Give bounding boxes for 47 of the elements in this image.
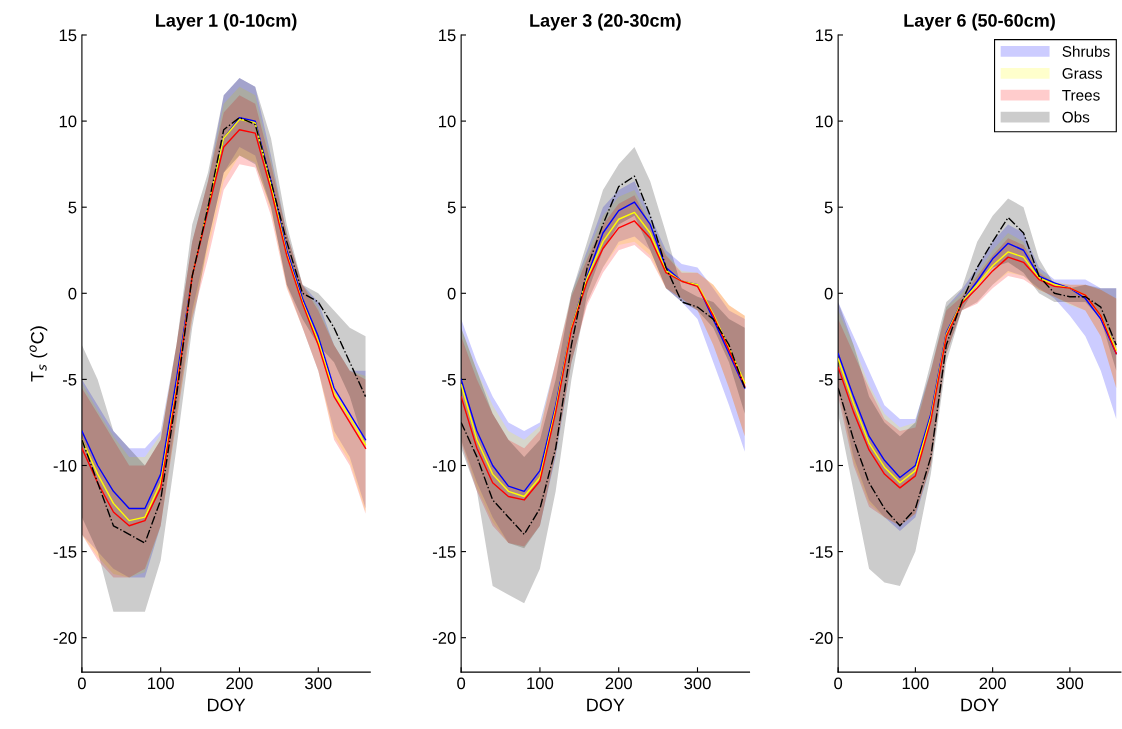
x-tick-label: 200 [979, 677, 1006, 690]
x-tick-label: 300 [1056, 677, 1084, 690]
y-tick-label: -20 [432, 632, 456, 644]
x-tick-label: 100 [902, 677, 929, 690]
x-tick-label: 300 [304, 677, 332, 690]
y-tick-label: -10 [53, 459, 77, 472]
y-tick-label: 5 [824, 201, 833, 214]
y-tick-label: 15 [59, 29, 77, 42]
x-tick-label: 100 [527, 677, 554, 690]
y-tick-label: 10 [816, 115, 833, 128]
y-tick-label: -15 [53, 546, 77, 558]
chart-title: Layer 3 (20-30cm) [530, 13, 681, 31]
y-tick-label: -5 [62, 373, 77, 386]
x-axis-title: DOY [208, 698, 246, 712]
chart-title: Layer 6 (50-60cm) [904, 13, 1055, 31]
legend-label: Shrubs [1062, 45, 1110, 57]
y-tick-label: 10 [439, 115, 456, 128]
x-tick-label: 300 [684, 677, 711, 690]
x-tick-label: 200 [605, 677, 632, 690]
y-tick-label: -5 [442, 373, 456, 386]
y-tick-label: 5 [447, 201, 456, 214]
x-tick-label: 100 [148, 677, 174, 690]
y-tick-label: 5 [68, 201, 77, 214]
y-tick-label: -10 [432, 459, 456, 472]
x-axis-title: DOY [587, 698, 625, 712]
y-tick-label: 0 [447, 287, 456, 300]
y-axis-title: T$_{s}$ ($^{o}$C) [29, 326, 48, 382]
legend-label: Obs [1062, 111, 1090, 123]
y-tick-label: 15 [439, 29, 456, 42]
y-tick-label: -15 [809, 546, 833, 558]
legend-label: Grass [1062, 67, 1102, 79]
legend-label: Trees [1062, 90, 1100, 101]
y-tick-label: 0 [68, 287, 77, 300]
y-tick-label: -20 [53, 632, 77, 644]
x-tick-label: 0 [77, 677, 86, 690]
y-tick-label: -20 [809, 632, 833, 644]
y-tick-label: 15 [816, 29, 833, 42]
chart-title: Layer 1 (0-10cm) [156, 13, 297, 31]
x-tick-label: 0 [457, 677, 466, 690]
y-tick-label: -5 [819, 373, 833, 386]
x-axis-title: DOY [961, 698, 999, 712]
x-tick-label: 200 [226, 677, 253, 690]
x-tick-label: 0 [834, 677, 843, 690]
y-tick-label: 0 [824, 287, 833, 300]
y-tick-label: -15 [432, 546, 456, 558]
y-tick-label: -10 [809, 459, 833, 472]
y-tick-label: 10 [59, 115, 77, 128]
